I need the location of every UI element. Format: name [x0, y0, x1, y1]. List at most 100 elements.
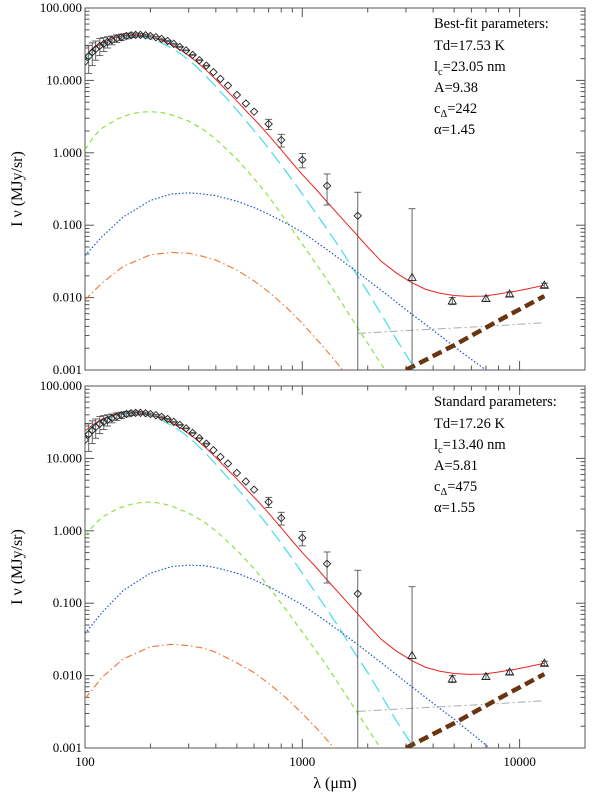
param-subscript: c	[438, 445, 443, 456]
data-point-diamond	[353, 211, 362, 221]
plot-frame	[84, 385, 586, 749]
error-bar	[158, 37, 166, 40]
data-point-diamond	[141, 409, 150, 418]
error-bar	[85, 425, 89, 466]
data-point-diamond	[117, 410, 126, 420]
series-line-green	[85, 501, 382, 748]
data-point-diamond	[202, 61, 211, 70]
data-point-triangle	[539, 658, 550, 667]
data-point-diamond	[151, 410, 161, 420]
data-point-diamond	[195, 433, 204, 443]
data-point-diamond	[264, 497, 273, 507]
error-bar	[170, 420, 178, 423]
error-bar	[182, 427, 190, 430]
param-line: Td=17.53 K	[434, 38, 506, 54]
data-point-diamond	[249, 107, 259, 116]
data-point-diamond	[141, 31, 150, 40]
data-point-diamond	[216, 74, 225, 84]
data-point-diamond	[195, 55, 204, 65]
data-point-diamond	[276, 135, 286, 145]
data-point-diamond	[188, 428, 197, 438]
y-tick-label: 0.001	[53, 362, 82, 377]
data-point-diamond	[298, 155, 307, 165]
error-bar	[354, 191, 362, 370]
param-line: Td=17.26 K	[434, 416, 506, 432]
panel-top: 100.000 10.000 1.000 0.100 0.010 0.001 I ν (MJ…	[9, 0, 586, 377]
series-line-orange	[85, 251, 344, 370]
data-point-triangle	[481, 293, 491, 303]
data-point-diamond	[136, 30, 145, 40]
x-tick-label: 1000	[289, 754, 315, 769]
error-bar	[189, 54, 197, 56]
data-point-triangle	[504, 289, 515, 298]
error-bar	[354, 569, 362, 748]
param-subscript: Δ	[440, 487, 447, 498]
error-bar	[202, 442, 210, 445]
y-tick-label: 0.001	[53, 740, 82, 755]
error-bar	[195, 437, 203, 440]
param-line: cΔ=475	[434, 479, 477, 498]
data-point-diamond	[99, 417, 109, 427]
data-point-diamond	[85, 435, 90, 445]
error-bar	[170, 42, 178, 45]
series-line-green	[85, 111, 386, 370]
data-point-diamond	[117, 32, 126, 42]
data-point-triangle	[504, 667, 515, 676]
error-bar	[92, 418, 100, 439]
error-bar	[189, 432, 197, 434]
param-line: α=1.45	[434, 122, 475, 138]
plot-frame	[84, 7, 586, 371]
error-bar	[195, 59, 203, 62]
error-bar	[506, 669, 514, 675]
data-point-diamond	[169, 39, 178, 49]
data-point-diamond	[175, 420, 185, 430]
y-tick-label: 1.000	[53, 145, 82, 160]
data-point-diamond	[322, 181, 332, 191]
error-bar	[164, 40, 172, 43]
error-bar	[540, 660, 548, 666]
y-tick-label: 1.000	[53, 523, 82, 538]
y-axis-label: I ν (MJy/sr)	[9, 151, 26, 227]
data-point-diamond	[181, 46, 191, 55]
data-point-diamond	[103, 37, 112, 47]
x-axis-label: λ (μm)	[313, 775, 356, 792]
series-line-free-free-grey	[357, 322, 545, 334]
data-point-diamond	[241, 99, 251, 108]
data-point-diamond	[136, 408, 145, 418]
param-line: lc=23.05 nm	[434, 59, 506, 78]
data-point-diamond	[107, 413, 117, 423]
y-tick-label: 0.100	[53, 595, 82, 610]
param-value: =13.40 nm	[443, 437, 507, 453]
data-point-diamond	[209, 67, 218, 77]
data-point-diamond	[88, 47, 97, 57]
data-point-triangle	[539, 280, 550, 289]
data-point-diamond	[157, 412, 166, 422]
data-point-diamond	[112, 412, 121, 421]
param-main: c	[434, 101, 440, 117]
data-point-triangle	[447, 296, 458, 305]
y-tick-label: 10.000	[46, 450, 82, 465]
series-line-blue	[85, 564, 490, 748]
error-bar	[164, 418, 172, 421]
data-point-diamond	[216, 452, 225, 462]
param-main: l	[434, 437, 438, 453]
error-bar	[182, 49, 190, 52]
error-bar	[88, 420, 96, 445]
data-point-diamond	[276, 513, 286, 523]
y-tick-label: 100.000	[40, 0, 82, 15]
error-bar	[506, 291, 514, 297]
y-tick-label: 10.000	[46, 72, 82, 87]
data-point-diamond	[232, 468, 242, 478]
data-point-diamond	[151, 32, 161, 42]
data-point-diamond	[353, 589, 362, 599]
error-bar	[88, 42, 96, 67]
param-main: c	[434, 479, 440, 495]
data-point-diamond	[126, 409, 136, 418]
plot-area	[85, 408, 550, 748]
y-tick-label: 0.010	[53, 668, 82, 683]
params-title: Standard parameters:	[434, 394, 557, 410]
param-value: =242	[447, 101, 477, 117]
data-point-diamond	[264, 119, 273, 129]
